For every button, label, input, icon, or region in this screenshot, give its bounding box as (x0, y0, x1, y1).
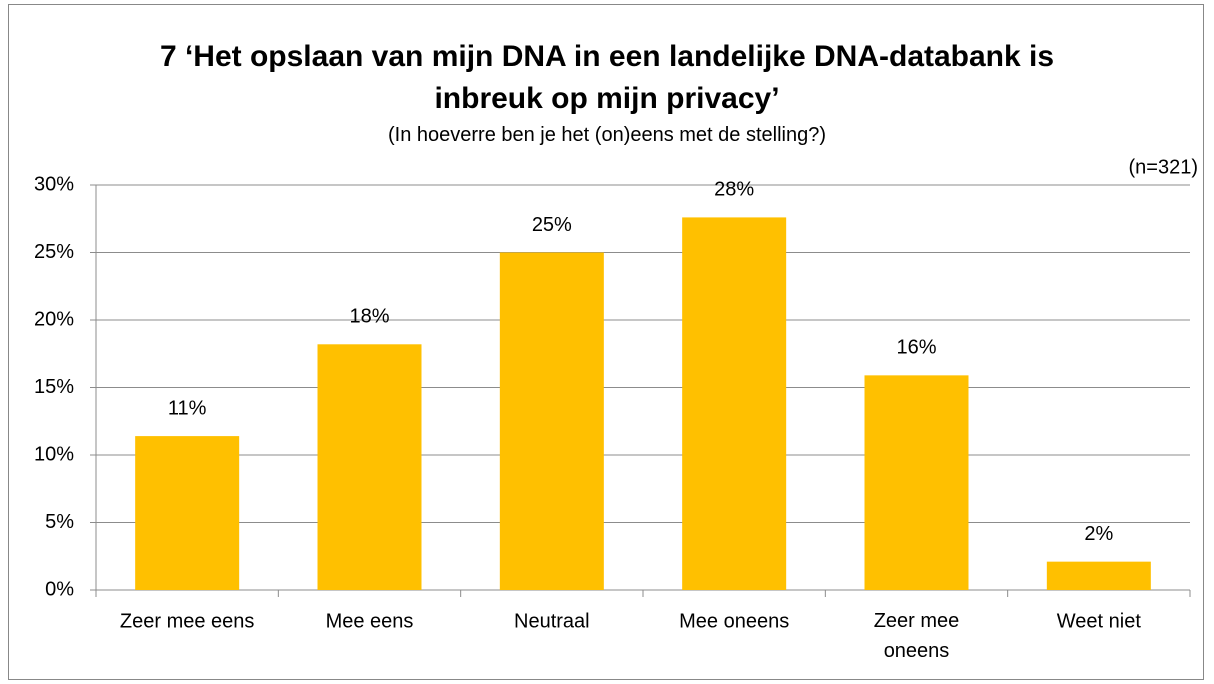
data-label: 25% (532, 214, 572, 236)
bar (499, 252, 604, 590)
data-label: 2% (1084, 523, 1113, 545)
y-tick-label: 5% (45, 511, 74, 533)
data-label: 18% (349, 306, 389, 328)
data-label: 16% (896, 337, 936, 359)
bar (864, 375, 969, 590)
y-tick-label: 30% (34, 173, 74, 195)
data-label: 28% (714, 179, 754, 201)
y-tick-label: 15% (34, 376, 74, 398)
chart-frame (8, 4, 1204, 680)
chart-subtitle: (In hoeverre ben je het (on)eens met de … (387, 124, 827, 146)
x-tick-label: Zeer mee eens (120, 610, 255, 632)
bar (135, 436, 240, 590)
y-tick-label: 25% (34, 241, 74, 263)
x-tick-label: Zeer mee oneens (874, 610, 960, 662)
x-tick-label: Weet niet (1057, 610, 1142, 632)
chart-title: 7 ‘Het opslaan van mijn DNA in een lande… (159, 40, 1055, 115)
bar (317, 344, 422, 590)
data-label: 11% (168, 397, 207, 419)
y-tick-label: 10% (34, 443, 74, 465)
y-tick-label: 20% (34, 308, 74, 330)
x-tick-label: Neutraal (514, 610, 590, 632)
bar (1046, 561, 1151, 590)
bar (682, 217, 787, 590)
y-tick-label: 0% (45, 578, 74, 600)
x-tick-label: Mee eens (326, 610, 414, 632)
sample-size: (n=321) (1129, 156, 1199, 178)
x-tick-label: Mee oneens (679, 610, 789, 632)
